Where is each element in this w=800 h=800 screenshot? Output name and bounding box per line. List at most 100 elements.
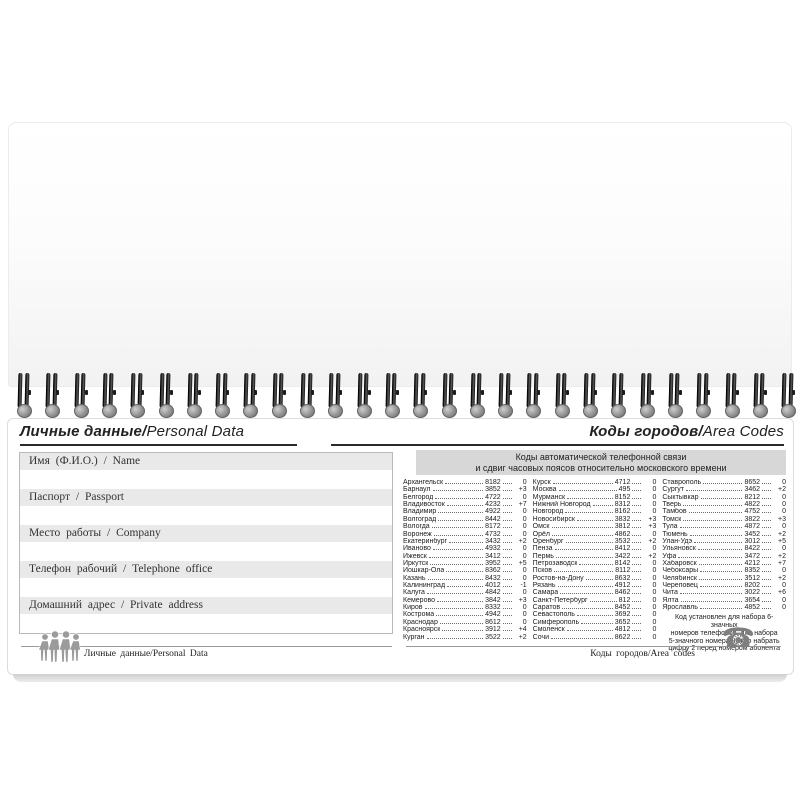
dot-leader bbox=[699, 608, 743, 610]
binding-hole bbox=[384, 404, 400, 418]
dot-leader bbox=[697, 549, 743, 551]
time-offset: +3 bbox=[518, 486, 527, 494]
area-code-row: Ялта 3654 0 bbox=[662, 597, 786, 604]
binding-loop bbox=[781, 372, 797, 419]
area-code: 812 bbox=[618, 596, 631, 604]
binding-wire bbox=[470, 372, 475, 408]
city-name: Краснодар bbox=[403, 618, 438, 626]
dot-leader bbox=[632, 586, 642, 588]
area-code: 3692 bbox=[614, 611, 631, 619]
binding-wire bbox=[141, 390, 145, 395]
time-offset: 0 bbox=[522, 618, 527, 626]
dot-leader bbox=[424, 608, 484, 610]
area-code-row: Ульяновск 8422 0 bbox=[662, 545, 786, 552]
dot-leader bbox=[502, 600, 512, 602]
binding-hole bbox=[667, 404, 683, 418]
area-code: 4922 bbox=[485, 508, 501, 516]
city-name: Орёл bbox=[532, 530, 550, 538]
dot-leader bbox=[502, 637, 512, 639]
city-name: Самара bbox=[532, 589, 559, 597]
area-code-row: Самара 8462 0 bbox=[533, 589, 657, 596]
dot-leader bbox=[632, 593, 642, 595]
dot-leader bbox=[632, 637, 642, 639]
binding-loop bbox=[696, 372, 712, 419]
people-group-icon bbox=[38, 630, 84, 667]
binding-wire bbox=[84, 390, 88, 395]
city-name: Рязань bbox=[532, 582, 556, 590]
area-code: 8172 bbox=[485, 523, 501, 531]
left-footer-rule bbox=[21, 646, 392, 647]
dot-leader bbox=[698, 563, 743, 565]
binding-wire bbox=[611, 372, 617, 408]
area-code: 8352 bbox=[744, 567, 761, 575]
header-ru: Коды городов bbox=[589, 423, 699, 440]
dot-leader bbox=[428, 556, 484, 558]
city-name: Тюмень bbox=[662, 530, 688, 538]
city-name: Череповец bbox=[662, 582, 698, 590]
binding-wire bbox=[735, 390, 739, 395]
dot-leader bbox=[592, 505, 613, 507]
dot-leader bbox=[442, 630, 484, 632]
binding-wire bbox=[594, 390, 597, 395]
binding-loop bbox=[554, 372, 571, 419]
area-code: 4722 bbox=[485, 493, 501, 501]
binding-wire bbox=[452, 390, 456, 395]
binding-wire bbox=[197, 390, 201, 395]
binding-hole bbox=[271, 404, 287, 418]
dot-leader bbox=[431, 527, 484, 529]
city-name: Йошкар-Ола bbox=[403, 567, 445, 575]
dot-leader bbox=[762, 541, 772, 543]
dot-leader bbox=[632, 527, 642, 529]
area-code: 8202 bbox=[744, 582, 761, 590]
city-name: Саратов bbox=[532, 604, 561, 612]
form-field-company: Место работы / Company bbox=[20, 525, 392, 561]
dot-leader bbox=[446, 571, 484, 573]
area-codes-title-box: Коды автоматической телефонной связи и с… bbox=[416, 450, 786, 475]
binding-wire bbox=[367, 390, 371, 395]
area-code: 8112 bbox=[615, 567, 631, 575]
binding-loop bbox=[469, 372, 486, 419]
dot-leader bbox=[502, 593, 512, 595]
binding-hole bbox=[215, 404, 231, 418]
area-code-row: Калининград 4012 -1 bbox=[403, 582, 527, 589]
bottom-page: Личные данные/Personal Data Коды городов… bbox=[7, 418, 794, 675]
dot-leader bbox=[632, 578, 642, 580]
area-code: 3012 bbox=[744, 537, 761, 545]
dot-leader bbox=[679, 593, 743, 595]
time-offset: 0 bbox=[782, 596, 787, 604]
time-offset: 0 bbox=[522, 515, 527, 523]
binding-wire bbox=[254, 390, 258, 395]
area-code: 3422 bbox=[614, 552, 631, 560]
binding-loop bbox=[215, 372, 231, 419]
time-offset: +2 bbox=[778, 530, 787, 538]
binding-wire bbox=[424, 390, 428, 395]
time-offset: 0 bbox=[522, 604, 527, 612]
area-code-row: Севастополь 3692 0 bbox=[533, 611, 657, 618]
binding-loop bbox=[441, 372, 458, 419]
dot-leader bbox=[762, 512, 772, 514]
area-code-row: Ижевск 3412 0 bbox=[403, 553, 527, 560]
time-offset: 0 bbox=[652, 479, 657, 486]
area-code-row: Владимир 4922 0 bbox=[403, 508, 527, 515]
time-offset: +3 bbox=[648, 523, 657, 531]
field-label: Имя (Ф.И.О.) / Name bbox=[20, 453, 392, 470]
field-write-area bbox=[20, 578, 392, 597]
dot-leader bbox=[438, 519, 484, 521]
area-code: 8182 bbox=[485, 479, 501, 486]
wire-binding bbox=[0, 372, 800, 419]
area-code: 4852 bbox=[744, 604, 761, 612]
binding-hole bbox=[45, 404, 61, 418]
time-offset: +2 bbox=[778, 574, 787, 582]
binding-hole bbox=[130, 404, 146, 418]
dot-leader bbox=[555, 556, 613, 558]
area-code-row: Киров 8332 0 bbox=[403, 604, 527, 611]
time-offset: 0 bbox=[782, 523, 787, 531]
time-offset: 0 bbox=[652, 501, 657, 509]
binding-hole bbox=[300, 404, 315, 418]
city-name: Улан-Удэ bbox=[662, 537, 693, 545]
area-code-row: Сургут 3462 +2 bbox=[662, 486, 786, 493]
dot-leader bbox=[689, 534, 743, 536]
city-name: Сочи bbox=[532, 633, 550, 641]
area-code-row: Владивосток 4232 +7 bbox=[403, 501, 527, 508]
binding-wire bbox=[74, 372, 79, 408]
